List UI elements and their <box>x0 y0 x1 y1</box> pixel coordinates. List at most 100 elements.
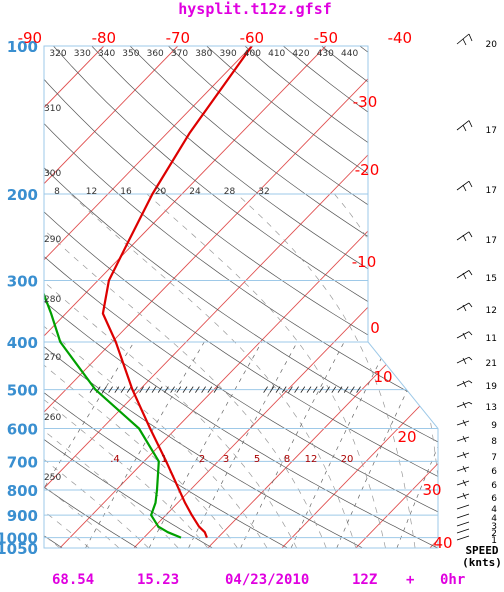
theta-label: 350 <box>122 49 139 59</box>
barb-staff <box>456 480 470 486</box>
mixing-ratio-line <box>188 341 298 548</box>
dewpoint-profile <box>44 241 182 539</box>
footer-cycle: 12Z <box>352 572 377 588</box>
hatch-mark <box>195 386 200 393</box>
wind-speed-label: 12 <box>486 306 497 316</box>
moist-adiabat <box>44 327 90 548</box>
hatch-mark <box>145 386 151 393</box>
hatch-mark <box>312 386 318 393</box>
mixing-ratio-label: 12 <box>86 187 97 197</box>
pressure-label: 500 <box>7 382 38 400</box>
barb-staff <box>456 535 470 541</box>
barb-flag <box>468 402 473 405</box>
theta-label: 420 <box>292 49 309 59</box>
hatch-mark <box>343 386 349 393</box>
wind-barb <box>456 270 473 280</box>
temperature-label: -70 <box>166 29 191 47</box>
hatch-mark <box>126 386 132 393</box>
mixing-ratio-label: 24 <box>189 187 201 197</box>
mixing-ratio-label: 2 <box>199 454 205 465</box>
barb-flag <box>462 332 467 340</box>
temperature-label: -10 <box>352 253 377 271</box>
hatch-mark <box>102 386 107 393</box>
wind-speed-label: 8 <box>491 437 497 447</box>
barb-flag <box>468 33 473 42</box>
isotherm-line <box>44 46 438 548</box>
hatch-mark <box>120 386 126 393</box>
dry-adiabat <box>91 46 438 548</box>
temperature-label: 10 <box>373 368 392 386</box>
hatch-mark <box>337 386 343 393</box>
temperature-label: -60 <box>240 29 265 47</box>
pressure-label: 100 <box>7 38 38 56</box>
hatch-mark <box>269 386 275 393</box>
barb-flag <box>468 231 473 238</box>
wind-barb <box>456 521 470 527</box>
dry-adiabat <box>44 46 288 548</box>
plot-border <box>43 45 439 549</box>
barb-staff <box>456 466 470 472</box>
hatch-mark <box>188 386 194 393</box>
hatch-mark <box>263 386 268 393</box>
hatch-mark <box>281 386 287 393</box>
pressure-label: 700 <box>7 453 38 471</box>
moist-adiabat <box>44 297 149 548</box>
hatch-mark <box>213 386 219 393</box>
wind-barb <box>456 504 470 510</box>
barb-staff <box>456 528 470 534</box>
dry-adiabat <box>129 46 438 548</box>
barb-flag <box>462 357 467 365</box>
footer-forecast: 0hr <box>440 572 465 588</box>
dry-adiabat <box>244 46 438 548</box>
temperature-label: 40 <box>433 534 452 552</box>
plot-outline <box>43 45 439 549</box>
wind-speed-label: 20 <box>486 40 498 50</box>
pressure-label: 800 <box>7 482 38 500</box>
theta-label: 250 <box>44 473 61 483</box>
hatch-mark <box>182 386 188 393</box>
mixing-ratio-label: 5 <box>254 454 260 465</box>
barb-staff <box>456 521 470 527</box>
wind-speed-label: 13 <box>486 403 497 413</box>
theta-label: 320 <box>49 49 66 59</box>
isotherm-line <box>59 46 438 548</box>
barb-flag <box>468 270 473 276</box>
dry-adiabat <box>321 46 438 548</box>
temperature-label: -90 <box>18 29 43 47</box>
hatch-mark <box>157 386 163 393</box>
moist-adiabat <box>44 245 238 548</box>
theta-label: 410 <box>268 49 285 59</box>
dry-adiabat <box>44 46 138 548</box>
isotherm-line <box>44 46 401 548</box>
barb-staff <box>456 436 470 442</box>
isotherm-line <box>44 46 179 548</box>
hatch-mark <box>207 386 213 393</box>
wind-speed-label: 6 <box>491 481 497 491</box>
isotherm-lines <box>44 46 438 548</box>
temperature-label: -30 <box>353 93 378 111</box>
isotherm-line <box>133 46 438 548</box>
mixing-ratio-label: 8 <box>284 454 290 465</box>
barb-flag <box>468 380 473 384</box>
wind-barb <box>456 479 470 487</box>
isotherm-line <box>44 46 327 548</box>
temperature-label: -50 <box>314 29 339 47</box>
temperature-label: 0 <box>370 319 380 337</box>
hatch-mark <box>288 386 293 393</box>
wind-barb <box>456 451 470 459</box>
speed-units-label: (knts) <box>462 556 502 569</box>
wind-speed-label: 9 <box>491 421 497 431</box>
barb-flag <box>468 302 473 308</box>
barb-flag <box>462 234 467 242</box>
barb-flag <box>462 184 467 192</box>
footer-longitude: 15.23 <box>137 572 179 588</box>
barb-staff <box>456 270 470 279</box>
footer-latitude: 68.54 <box>52 572 94 588</box>
footer-plus: + <box>406 572 414 588</box>
wind-barb <box>456 535 470 541</box>
barb-staff <box>456 504 470 510</box>
pressure-label: 900 <box>7 507 38 525</box>
wind-barb <box>456 331 473 340</box>
